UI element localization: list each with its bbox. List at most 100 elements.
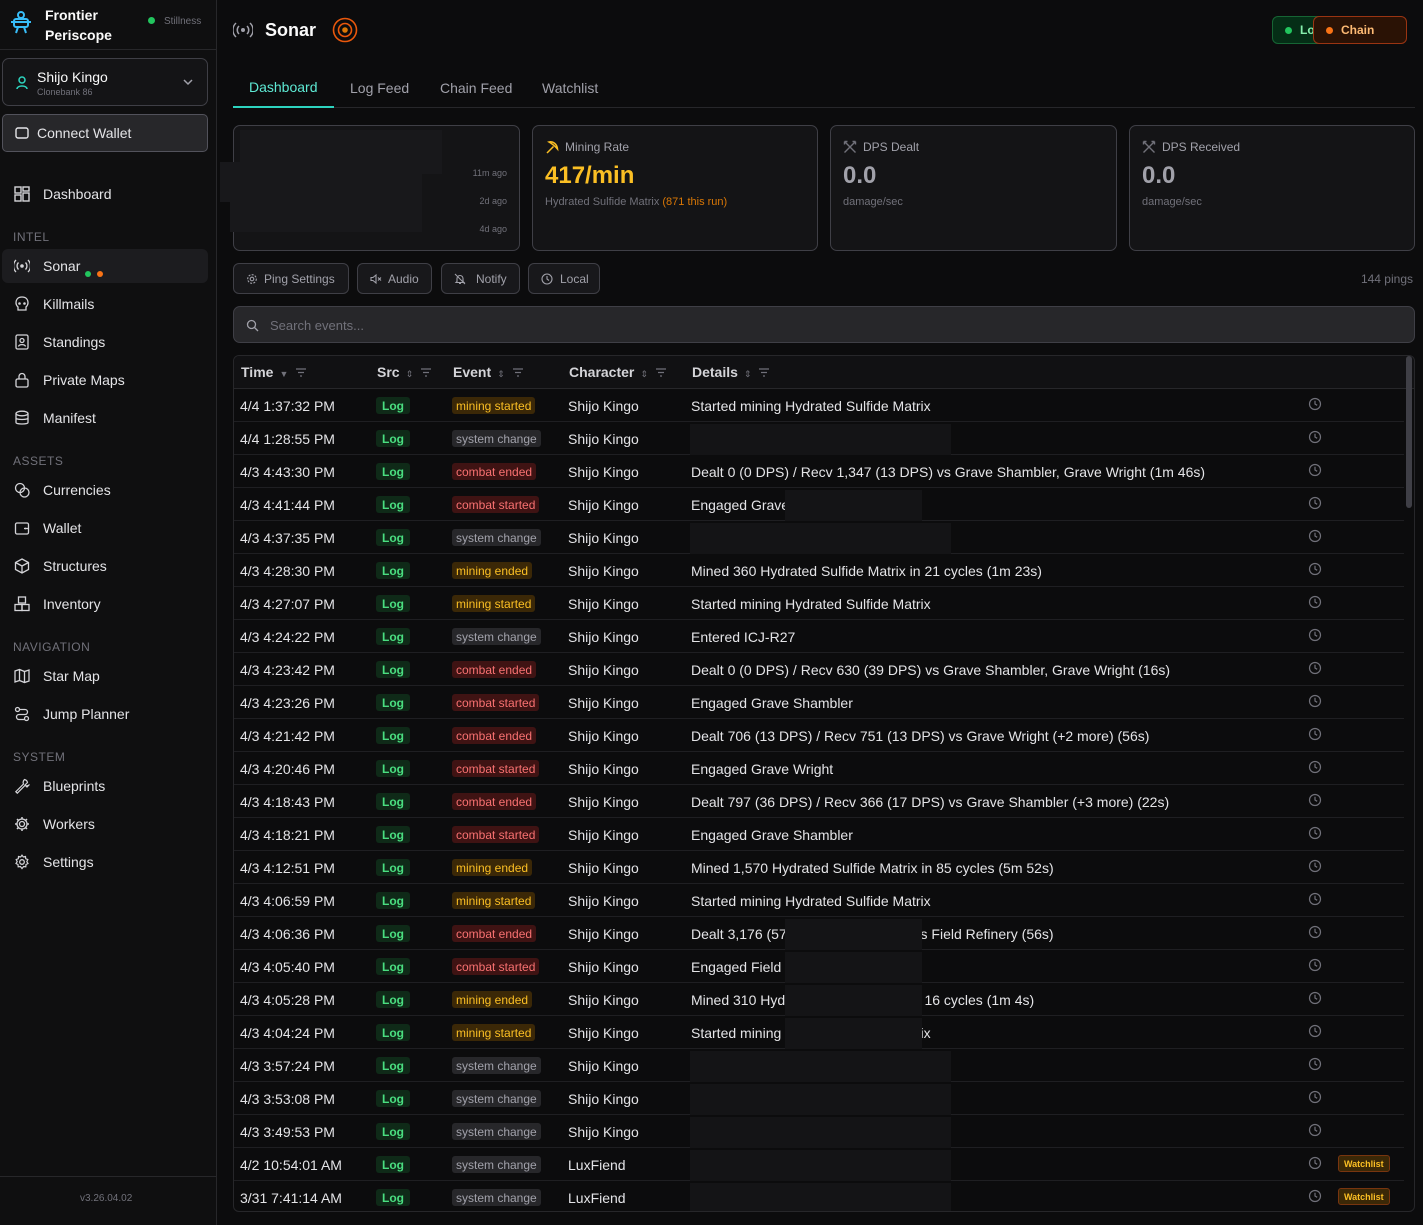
filter-icon[interactable]: [759, 368, 770, 377]
clock-icon[interactable]: [1308, 1024, 1322, 1038]
clock-icon[interactable]: [1308, 595, 1322, 609]
table-row[interactable]: 4/3 4:41:44 PM Log combat started Shijo Kin…: [234, 488, 1404, 521]
sidebar-item-inventory[interactable]: Inventory: [2, 587, 208, 621]
sidebar-item-dashboard[interactable]: Dashboard: [2, 177, 208, 211]
pickaxe-icon: [546, 141, 559, 154]
chain-source-toggle[interactable]: Chain: [1313, 16, 1407, 44]
clock-icon[interactable]: [1308, 562, 1322, 576]
sidebar-item-currencies[interactable]: Currencies: [2, 473, 208, 507]
table-row[interactable]: 4/3 3:57:24 PM Log system change Shijo King…: [234, 1049, 1404, 1082]
table-row[interactable]: 4/3 3:49:53 PM Log system change Shijo King…: [234, 1115, 1404, 1148]
tab-watchlist[interactable]: Watchlist: [542, 80, 599, 96]
clock-icon[interactable]: [1308, 430, 1322, 444]
clock-icon[interactable]: [1308, 529, 1322, 543]
clock-icon[interactable]: [1308, 925, 1322, 939]
clock-icon[interactable]: [1308, 1156, 1322, 1170]
sidebar-item-standings[interactable]: Standings: [2, 325, 208, 359]
column-src[interactable]: Src ⇕: [377, 364, 432, 380]
table-row[interactable]: 4/3 4:24:22 PM Log system change Shijo King…: [234, 620, 1404, 653]
clock-icon[interactable]: [1308, 1189, 1322, 1203]
clock-icon[interactable]: [1308, 793, 1322, 807]
row-time: 4/3 4:23:26 PM: [240, 695, 335, 711]
column-details[interactable]: Details ⇕: [692, 364, 770, 380]
sidebar-item-killmails[interactable]: Killmails: [2, 287, 208, 321]
tab-dashboard[interactable]: Dashboard: [233, 70, 334, 108]
sidebar-item-sonar[interactable]: Sonar: [2, 249, 208, 283]
sidebar-item-wallet[interactable]: Wallet: [2, 511, 208, 545]
sidebar-item-settings[interactable]: Settings: [2, 845, 208, 879]
table-row[interactable]: 4/3 4:05:40 PM Log combat started Shijo Kin…: [234, 950, 1404, 983]
clock-icon[interactable]: [1308, 1123, 1322, 1137]
clock-icon[interactable]: [1308, 628, 1322, 642]
watchlist-badge[interactable]: Watchlist: [1338, 1155, 1390, 1172]
watchlist-badge[interactable]: Watchlist: [1338, 1188, 1390, 1205]
filter-icon[interactable]: [512, 368, 523, 377]
redacted-block: [690, 1183, 951, 1211]
sidebar-item-manifest[interactable]: Manifest: [2, 401, 208, 435]
column-event[interactable]: Event ⇕: [453, 364, 523, 380]
clock-icon[interactable]: [1308, 991, 1322, 1005]
clock-icon[interactable]: [1308, 826, 1322, 840]
clock-icon[interactable]: [1308, 496, 1322, 510]
row-details: Mined 360 Hydrated Sulfide Matrix in 21 …: [691, 563, 1042, 579]
sidebar-item-blueprints[interactable]: Blueprints: [2, 769, 208, 803]
sidebar-item-workers[interactable]: Workers: [2, 807, 208, 841]
sidebar-item-jump-planner[interactable]: Jump Planner: [2, 697, 208, 731]
clock-icon[interactable]: [1308, 727, 1322, 741]
table-row[interactable]: 3/31 7:41:14 AM Log system change LuxFiend W…: [234, 1181, 1404, 1211]
table-row[interactable]: 4/3 4:27:07 PM Log mining started Shijo Kin…: [234, 587, 1404, 620]
clock-icon[interactable]: [1308, 958, 1322, 972]
table-row[interactable]: 4/3 4:23:42 PM Log combat ended Shijo Kingo…: [234, 653, 1404, 686]
dps-dealt-label: DPS Dealt: [863, 140, 920, 154]
table-row[interactable]: 4/3 4:06:59 PM Log mining started Shijo Kin…: [234, 884, 1404, 917]
sidebar-item-label: Blueprints: [43, 778, 106, 794]
table-row[interactable]: 4/3 4:21:42 PM Log combat ended Shijo Kingo…: [234, 719, 1404, 752]
clock-icon[interactable]: [1308, 859, 1322, 873]
table-row[interactable]: 4/4 1:37:32 PM Log mining started Shijo Kin…: [234, 389, 1404, 422]
sidebar-item-private-maps[interactable]: Private Maps: [2, 363, 208, 397]
clock-icon[interactable]: [1308, 760, 1322, 774]
table-row[interactable]: 4/3 4:06:36 PM Log combat ended Shijo Kingo…: [234, 917, 1404, 950]
tab-log-feed[interactable]: Log Feed: [350, 80, 410, 96]
table-row[interactable]: 4/3 4:18:21 PM Log combat started Shijo Kin…: [234, 818, 1404, 851]
clock-icon[interactable]: [1308, 661, 1322, 675]
audio-toggle-button[interactable]: Audio: [357, 263, 432, 294]
table-row[interactable]: 4/3 4:28:30 PM Log mining ended Shijo Kingo…: [234, 554, 1404, 587]
ping-settings-button[interactable]: Ping Settings: [233, 263, 349, 294]
connect-wallet-button[interactable]: Connect Wallet: [2, 114, 208, 152]
sidebar-item-label: Settings: [43, 854, 94, 870]
sidebar-item-label: Inventory: [43, 596, 101, 612]
search-input[interactable]: [270, 316, 1170, 334]
tab-chain-feed[interactable]: Chain Feed: [440, 80, 513, 96]
filter-icon[interactable]: [655, 368, 666, 377]
table-row[interactable]: 4/3 4:23:26 PM Log combat started Shijo Kin…: [234, 686, 1404, 719]
table-row[interactable]: 4/3 4:18:43 PM Log combat ended Shijo Kingo…: [234, 785, 1404, 818]
clock-icon[interactable]: [1308, 463, 1322, 477]
table-row[interactable]: 4/3 4:20:46 PM Log combat started Shijo Kin…: [234, 752, 1404, 785]
sidebar-item-structures[interactable]: Structures: [2, 549, 208, 583]
table-row[interactable]: 4/2 10:54:01 AM Log system change LuxFiend W…: [234, 1148, 1404, 1181]
local-toggle-button[interactable]: Local: [528, 263, 600, 294]
row-character: Shijo Kingo: [568, 761, 639, 777]
speaker-muted-icon: [370, 273, 382, 285]
table-scrollbar[interactable]: [1406, 356, 1412, 508]
table-row[interactable]: 4/3 4:05:28 PM Log mining ended Shijo Kingo…: [234, 983, 1404, 1016]
clock-icon[interactable]: [1308, 1090, 1322, 1104]
character-selector[interactable]: Shijo Kingo Clonebank 86: [2, 58, 208, 106]
column-time[interactable]: Time ▼: [241, 364, 307, 380]
sidebar-item-star-map[interactable]: Star Map: [2, 659, 208, 693]
clock-icon[interactable]: [1308, 892, 1322, 906]
table-row[interactable]: 4/3 4:37:35 PM Log system change Shijo King…: [234, 521, 1404, 554]
column-character[interactable]: Character ⇕: [569, 364, 666, 380]
clock-icon[interactable]: [1308, 1057, 1322, 1071]
filter-icon[interactable]: [421, 368, 432, 377]
table-row[interactable]: 4/3 4:12:51 PM Log mining ended Shijo Kingo…: [234, 851, 1404, 884]
table-row[interactable]: 4/3 4:43:30 PM Log combat ended Shijo Kingo…: [234, 455, 1404, 488]
table-row[interactable]: 4/3 4:04:24 PM Log mining started Shijo Kin…: [234, 1016, 1404, 1049]
table-row[interactable]: 4/3 3:53:08 PM Log system change Shijo King…: [234, 1082, 1404, 1115]
filter-icon[interactable]: [296, 368, 307, 377]
table-row[interactable]: 4/4 1:28:55 PM Log system change Shijo King…: [234, 422, 1404, 455]
clock-icon[interactable]: [1308, 397, 1322, 411]
clock-icon[interactable]: [1308, 694, 1322, 708]
notify-toggle-button[interactable]: Notify: [441, 263, 520, 294]
